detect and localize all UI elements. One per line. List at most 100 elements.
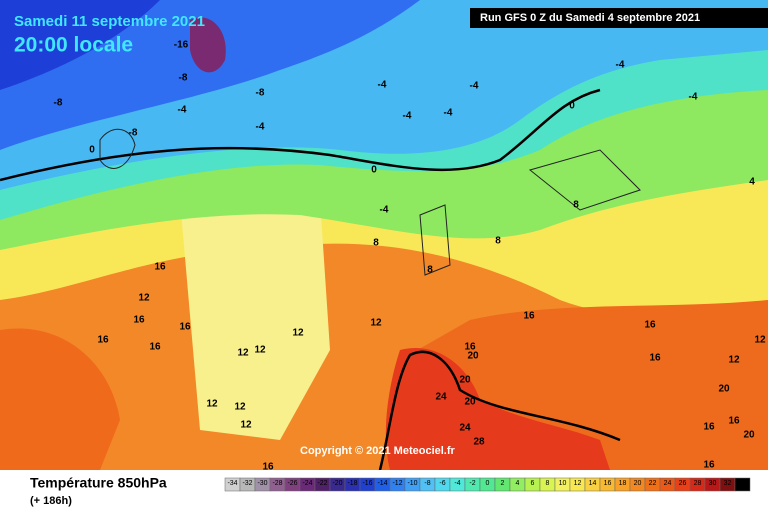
- contour-label: 12: [254, 345, 266, 356]
- contour-label: 8: [373, 238, 379, 249]
- copyright: Copyright © 2021 Meteociel.fr: [300, 445, 456, 457]
- colorbar-label: 30: [709, 480, 717, 487]
- contour-label: 16: [649, 353, 661, 364]
- colorbar-label: -20: [332, 480, 342, 487]
- contour-label: 20: [718, 384, 730, 395]
- colorbar-label: 14: [589, 480, 597, 487]
- colorbar-label: 8: [546, 480, 550, 487]
- colorbar-label: -30: [257, 480, 267, 487]
- colorbar-label: 6: [531, 480, 535, 487]
- contour-label: 0: [89, 145, 95, 156]
- run-box: [470, 8, 768, 28]
- coastlines: [99, 128, 641, 276]
- contour-label: 12: [234, 402, 246, 413]
- colorbar-label: 10: [559, 480, 567, 487]
- contour-label: -4: [444, 108, 453, 119]
- contour-label: 16: [523, 311, 535, 322]
- contour-label: 16: [644, 320, 656, 331]
- colorbar-label: -14: [377, 480, 387, 487]
- colorbar-label: -2: [469, 480, 475, 487]
- contour-label: -8: [54, 98, 63, 109]
- contour-label: -4: [616, 60, 625, 71]
- contour-label: 12: [138, 293, 150, 304]
- colorbar: -34 -32 -30 -28 -26 -24 -22 -20 -18 -16 -14 -12 -10-…: [224, 477, 751, 492]
- colorbar-label: -12: [392, 480, 402, 487]
- contour-label: -8: [256, 88, 265, 99]
- contour-label: 16: [179, 322, 191, 333]
- colorbar-label: -18: [347, 480, 357, 487]
- colorbar-label: -22: [317, 480, 327, 487]
- contour-label: 8: [427, 265, 433, 276]
- colorbar-cell: [734, 477, 751, 492]
- contour-label: 12: [370, 318, 382, 329]
- contour-label: 4: [749, 177, 755, 188]
- colorbar-label: 12: [574, 480, 582, 487]
- zone-deep-blue: [0, 0, 160, 90]
- zero-isotherm: [0, 88, 601, 182]
- colorbar-label: 2: [501, 480, 505, 487]
- colorbar-label: -4: [454, 480, 460, 487]
- contour-label: 12: [206, 399, 218, 410]
- contour-label: -4: [380, 205, 389, 216]
- contour-label: 16: [728, 416, 740, 427]
- colorbar-label: -28: [272, 480, 282, 487]
- contour-label: 16: [464, 342, 476, 353]
- contour-label: -8: [179, 73, 188, 84]
- zone-orange-west: [0, 328, 120, 470]
- colorbar-label: 0: [486, 480, 490, 487]
- contour-label: 12: [237, 348, 249, 359]
- colorbar-label: 22: [649, 480, 657, 487]
- contour-label: 20: [467, 351, 479, 362]
- contour-label: 16: [154, 262, 166, 273]
- contour-label: 20: [743, 430, 755, 441]
- contour-label: 16: [703, 460, 715, 471]
- contour-label: 12: [240, 420, 252, 431]
- contour-label: -4: [470, 81, 479, 92]
- contour-label: 12: [292, 328, 304, 339]
- colorbar-label: 26: [679, 480, 687, 487]
- contour-label: 12: [728, 355, 740, 366]
- contour-label: -8: [129, 128, 138, 139]
- legend-title: Température 850hPa: [30, 475, 167, 491]
- colorbar-label: -34: [227, 480, 237, 487]
- contour-labels: -16 -8 -8 -8 -4 -4 -8 0 -4 -4 -4 -4 -4 -4 0 0 -4 4 8 8 8 8 16 1…: [54, 40, 766, 473]
- map-date: Samedi 11 septembre 2021: [14, 13, 205, 30]
- contour-label: -4: [689, 92, 698, 103]
- colorbar-label: 24: [664, 480, 672, 487]
- contour-label: 28: [473, 437, 485, 448]
- colorbar-label: -6: [439, 480, 445, 487]
- contour-label: 20: [459, 375, 471, 386]
- contour-label: 8: [495, 236, 501, 247]
- colorbar-label: 32: [724, 480, 732, 487]
- colorbar-label: 16: [604, 480, 612, 487]
- colorbar-label: 18: [619, 480, 627, 487]
- colorbar-label: 20: [634, 480, 642, 487]
- isotherm-24: [378, 350, 621, 471]
- zone-cold-core: [190, 17, 226, 73]
- colorbar-label: 4: [516, 480, 520, 487]
- colorbar-label: -24: [302, 480, 312, 487]
- zone-red: [385, 348, 610, 470]
- colorbar-label: 34: [739, 480, 747, 487]
- contour-label: 16: [97, 335, 109, 346]
- contour-label: -4: [256, 122, 265, 133]
- contour-label: 0: [569, 101, 575, 112]
- colorbar-label: -16: [362, 480, 372, 487]
- contour-label: 24: [435, 392, 447, 403]
- colorbar-label: -8: [424, 480, 430, 487]
- contour-label: 16: [703, 422, 715, 433]
- zone-pale: [180, 200, 330, 440]
- contour-label: -16: [174, 40, 189, 51]
- contour-label: 20: [464, 397, 476, 408]
- colorbar-label: -10: [407, 480, 417, 487]
- contour-label: 16: [133, 315, 145, 326]
- contour-label: -4: [403, 111, 412, 122]
- colorbar-label: -32: [242, 480, 252, 487]
- run-info: Run GFS 0 Z du Samedi 4 septembre 2021: [480, 12, 700, 24]
- contour-label: -4: [378, 80, 387, 91]
- contour-label: 12: [754, 335, 766, 346]
- contour-label: 16: [149, 342, 161, 353]
- colorbar-label: -26: [287, 480, 297, 487]
- contour-label: -4: [178, 105, 187, 116]
